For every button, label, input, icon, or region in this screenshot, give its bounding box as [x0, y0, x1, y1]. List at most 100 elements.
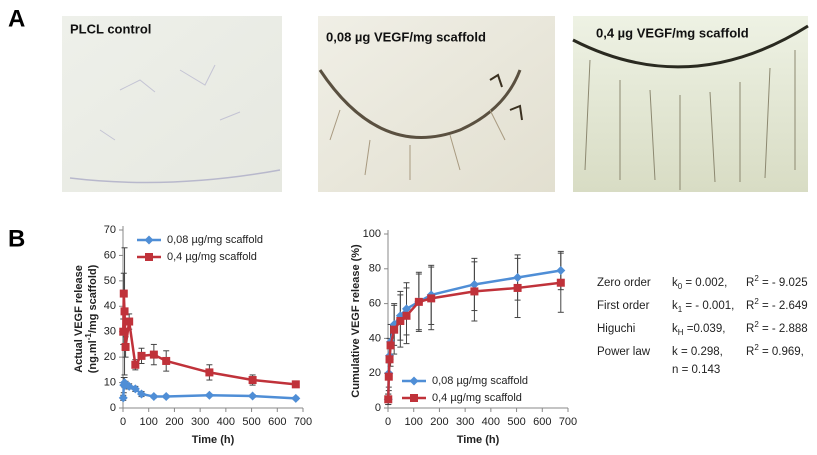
marker [137, 389, 147, 399]
legend-label: 0,08 µg/mg scaffold [432, 375, 528, 387]
x-tick-label: 0 [385, 416, 391, 428]
x-tick-label: 700 [294, 416, 312, 428]
text-part: = 0.002, [682, 277, 727, 289]
marker [291, 380, 300, 389]
text-part: 1 [678, 305, 683, 314]
micrograph: PLCL control [62, 16, 282, 192]
marker [414, 297, 423, 306]
x-tick-label: 600 [533, 416, 551, 428]
marker [149, 350, 158, 359]
y-tick-label: 20 [369, 367, 381, 379]
image-label: PLCL control [70, 21, 151, 36]
x-tick-label: 100 [405, 416, 423, 428]
marker [513, 273, 523, 282]
x-tick-label: 100 [140, 416, 158, 428]
x-tick-label: 300 [191, 416, 209, 428]
panel-label: B [8, 225, 25, 252]
text-part: k [672, 300, 678, 312]
fit-k: k1 = - 0.001, [672, 300, 734, 314]
marker [137, 351, 146, 360]
text-part: 2 [754, 274, 759, 283]
fit-name: Zero order [597, 277, 651, 289]
y-tick-label: 100 [363, 228, 381, 240]
text-part: = 0.969, [759, 346, 804, 358]
text-part: = - 0.001, [682, 300, 734, 312]
x-tick-label: 300 [456, 416, 474, 428]
text-part: R [746, 346, 754, 358]
legend-label: 0,4 µg/mg scaffold [432, 392, 522, 404]
marker [248, 391, 258, 401]
panel-label: A [8, 5, 25, 32]
text-part: = - 9.025 [759, 277, 808, 289]
marker [396, 317, 405, 325]
fit-k: k = 0.298, [672, 346, 723, 358]
text-part: = - 2.649 [759, 300, 808, 312]
legend-marker [145, 253, 153, 261]
fit-name: Power law [597, 346, 651, 358]
x-tick-label: 200 [430, 416, 448, 428]
marker [469, 279, 479, 289]
text-part: 0 [678, 282, 683, 291]
y-tick-label: 0 [110, 402, 116, 414]
text-part: /mg scaffold) [87, 264, 99, 333]
micrograph: 0,4 µg VEGF/mg scaffold [572, 16, 809, 192]
marker [149, 392, 159, 402]
y-tick-label: 10 [104, 376, 116, 388]
text-part: -1 [84, 333, 93, 341]
text-part: R [746, 323, 754, 335]
marker [204, 390, 214, 400]
marker [161, 392, 171, 402]
fit-name: Higuchi [597, 323, 635, 335]
marker [162, 356, 171, 365]
x-tick-label: 500 [507, 416, 525, 428]
legend-marker [144, 235, 154, 245]
y-tick-label: 80 [369, 263, 381, 275]
legend-marker [409, 376, 419, 386]
legend-label: 0,4 µg/mg scaffold [167, 251, 257, 263]
x-tick-label: 700 [559, 416, 577, 428]
marker [120, 307, 129, 316]
image-label: 0,4 µg VEGF/mg scaffold [596, 25, 749, 40]
fit-r2: R2 = - 2.649 [746, 297, 808, 312]
marker [470, 287, 479, 296]
text-part: H [678, 328, 684, 337]
y-tick-label: 20 [104, 351, 116, 363]
fit-r2: R2 = - 9.025 [746, 274, 808, 289]
marker [556, 266, 566, 276]
x-tick-label: 0 [120, 416, 126, 428]
fit-k: k0 = 0.002, [672, 277, 727, 291]
marker [248, 376, 257, 385]
fit-k: kH =0.039, [672, 323, 725, 337]
y-tick-label: 40 [104, 300, 116, 312]
marker [384, 395, 393, 404]
marker [131, 360, 140, 369]
marker [402, 304, 412, 314]
text-part: k [672, 323, 678, 335]
text-part: k [672, 277, 678, 289]
text-part: 2 [754, 297, 759, 306]
text-part: = 0.298, [678, 346, 723, 358]
text-part: Cumulative VEGF release (%) [350, 244, 362, 398]
marker [556, 278, 565, 287]
y-tick-label: 70 [104, 224, 116, 236]
x-tick-label: 400 [217, 416, 235, 428]
x-tick-label: 200 [165, 416, 183, 428]
marker [386, 341, 395, 350]
x-tick-label: 400 [482, 416, 500, 428]
micrograph: 0,08 µg VEGF/mg scaffold [318, 16, 555, 192]
marker [291, 393, 301, 403]
text-part: =0.039, [684, 323, 726, 335]
text-part: R [746, 300, 754, 312]
y-tick-label: 30 [104, 326, 116, 338]
marker [427, 294, 436, 303]
image-label: 0,08 µg VEGF/mg scaffold [326, 29, 486, 44]
marker [121, 342, 130, 351]
marker [130, 384, 140, 394]
x-tick-label: 500 [242, 416, 260, 428]
marker [119, 327, 128, 336]
y-axis-label: Actual VEGF release (ng.ml-1/mg scaffold) [73, 264, 99, 373]
y-axis-label: Cumulative VEGF release (%) [350, 244, 362, 398]
text-part: (ng.ml [87, 340, 99, 373]
